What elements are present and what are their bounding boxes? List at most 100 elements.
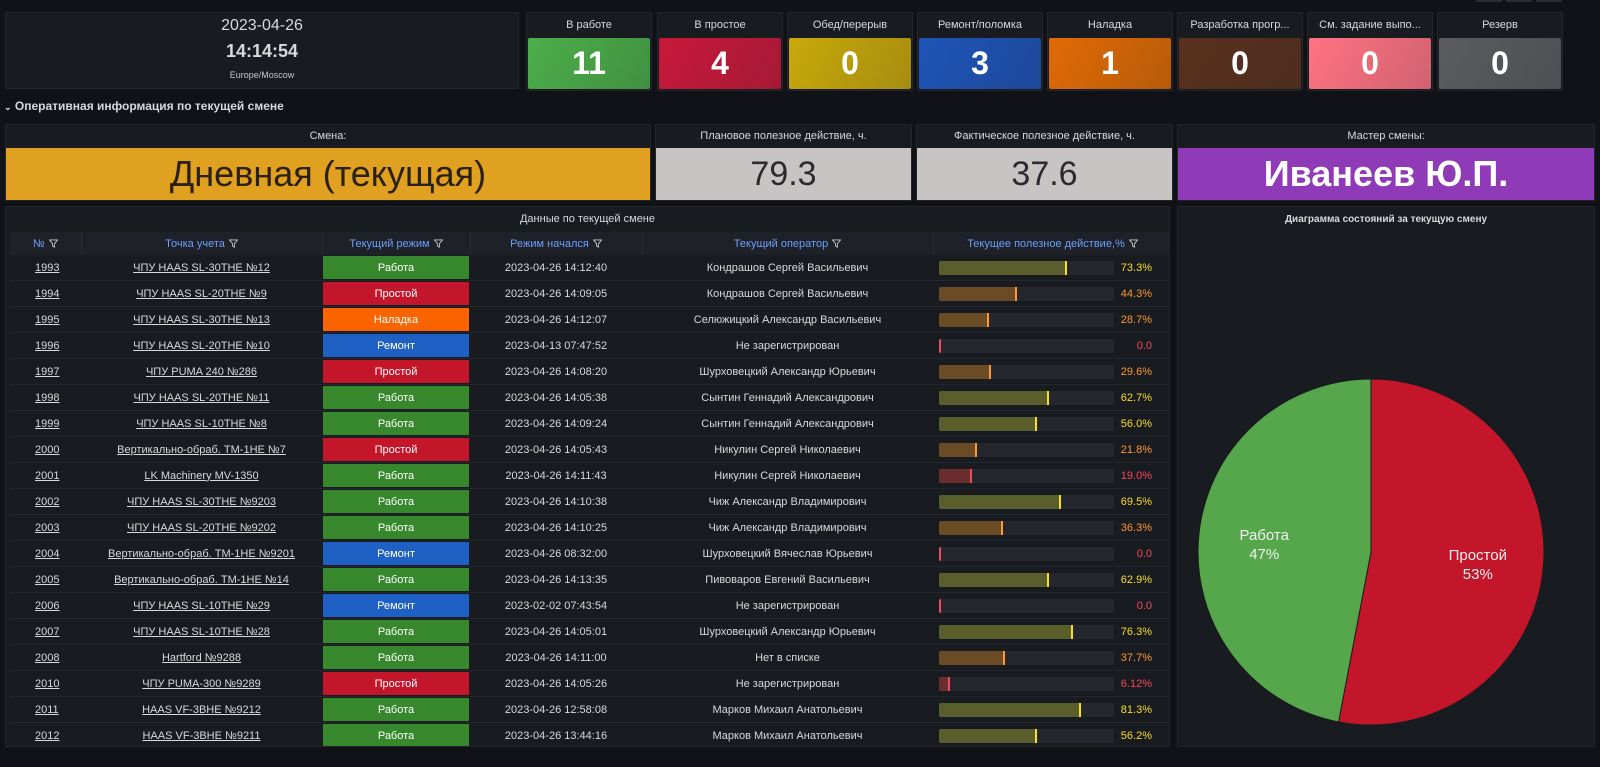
clock-panel: 2023-04-26 14:14:54 Europe/Moscow — [5, 12, 519, 89]
point-cell: ЧПУ HAAS SL-10THE №29 — [81, 592, 322, 619]
column-header[interactable]: Точка учета — [81, 232, 323, 255]
stat-value: 1 — [1049, 38, 1171, 89]
row-number-link[interactable]: 2001 — [35, 469, 60, 482]
point-link[interactable]: LK Machinery MV-1350 — [144, 469, 259, 482]
efficiency-cell: 56.2% — [933, 722, 1169, 746]
mode-cell: Работа — [322, 384, 470, 411]
shift-table: № Точка учета Текущий режим Режим начался Те… — [10, 232, 1169, 746]
toolbar-button[interactable] — [1536, 0, 1562, 2]
mode-cell: Ремонт — [322, 540, 470, 567]
stat-label: См. задание выпо... — [1319, 19, 1421, 31]
row-number-link[interactable]: 2012 — [35, 729, 60, 742]
mode-cell: Наладка — [322, 306, 470, 333]
efficiency-value: 56.0% — [1120, 417, 1152, 430]
point-link[interactable]: ЧПУ HAAS SL-20THE №9202 — [127, 521, 276, 534]
row-number-link[interactable]: 2002 — [35, 495, 60, 508]
row-number-link[interactable]: 1995 — [35, 313, 60, 326]
section-title[interactable]: ⌄ Оперативная информация по текущей смен… — [4, 99, 284, 113]
mode-badge: Ремонт — [323, 594, 469, 617]
point-link[interactable]: ЧПУ HAAS SL-10THE №28 — [133, 625, 270, 638]
point-link[interactable]: ЧПУ HAAS SL-20THE №11 — [133, 391, 270, 404]
row-number-link[interactable]: 1996 — [35, 339, 60, 352]
row-number-link[interactable]: 1994 — [35, 287, 60, 300]
point-link[interactable]: ЧПУ HAAS SL-30THE №9203 — [127, 495, 276, 508]
mode-started-cell: 2023-04-26 14:12:07 — [470, 306, 642, 333]
efficiency-value: 36.3% — [1120, 521, 1152, 534]
filter-icon[interactable] — [592, 238, 602, 248]
pie-slice[interactable] — [1337, 378, 1545, 726]
row-number-link[interactable]: 1993 — [35, 261, 60, 274]
point-link[interactable]: Вертикально-обраб. TM-1HE №7 — [117, 443, 286, 456]
point-link[interactable]: ЧПУ PUMA 240 №286 — [145, 365, 258, 378]
pie-slice[interactable] — [1197, 378, 1372, 723]
column-header[interactable]: № — [10, 232, 82, 255]
point-link[interactable]: ЧПУ HAAS SL-10THE №29 — [133, 599, 270, 612]
efficiency-value: 28.7% — [1120, 313, 1152, 326]
row-number-link[interactable]: 2003 — [35, 521, 60, 534]
point-link[interactable]: HAAS VF-3BHE №9211 — [142, 729, 261, 742]
actual-title: Фактическое полезное действие, ч. — [954, 130, 1135, 142]
row-number-link[interactable]: 2004 — [35, 547, 60, 560]
point-link[interactable]: ЧПУ HAAS SL-10THE №8 — [136, 417, 267, 430]
filter-icon[interactable] — [48, 238, 58, 248]
row-number-link[interactable]: 1999 — [35, 417, 60, 430]
row-number-link[interactable]: 2006 — [35, 599, 60, 612]
mode-cell: Работа — [322, 410, 470, 437]
column-header-label: Текущий режим — [349, 237, 430, 250]
row-number-cell: 2004 — [10, 540, 81, 567]
toolbar-button[interactable] — [1506, 0, 1532, 2]
point-link[interactable]: ЧПУ HAAS SL-20THE №9 — [136, 287, 267, 300]
row-number-link[interactable]: 2011 — [35, 703, 59, 716]
filter-icon[interactable] — [1128, 238, 1138, 248]
efficiency-cell: 56.0% — [933, 410, 1169, 437]
table-row: 2007 ЧПУ HAAS SL-10THE №28 Работа 2023-04-2… — [10, 618, 1169, 645]
row-number-cell: 1995 — [10, 306, 81, 333]
table-row: 2012 HAAS VF-3BHE №9211 Работа 2023-04-26 1… — [10, 722, 1169, 746]
efficiency-value: 6.12% — [1120, 677, 1152, 690]
column-header[interactable]: Текущее полезное действие,% — [933, 232, 1169, 255]
stat-label: В простое — [694, 19, 746, 31]
mode-cell: Работа — [322, 618, 470, 645]
mode-badge: Работа — [323, 256, 469, 279]
efficiency-cell: 0.0 — [933, 592, 1169, 619]
point-link[interactable]: Вертикально-обраб. TM-1HE №14 — [114, 573, 289, 586]
point-link[interactable]: Hartford №9288 — [161, 651, 242, 664]
row-number-link[interactable]: 2000 — [35, 443, 60, 456]
table-row: 2004 Вертикально-обраб. TM-1HE №9201 Ремон… — [10, 540, 1169, 567]
table-row: 1993 ЧПУ HAAS SL-30THE №12 Работа 2023-04-2… — [10, 255, 1169, 281]
efficiency-bar-fill — [939, 702, 1082, 717]
filter-icon[interactable] — [433, 238, 443, 248]
point-cell: Вертикально-обраб. TM-1HE №7 — [81, 436, 322, 463]
column-header[interactable]: Режим начался — [470, 232, 643, 255]
point-link[interactable]: HAAS VF-3BHE №9212 — [142, 703, 261, 716]
toolbar-button[interactable] — [1476, 0, 1502, 2]
point-link[interactable]: Вертикально-обраб. TM-1HE №9201 — [107, 547, 296, 560]
operator-cell: Чиж Александр Владимирович — [642, 514, 933, 541]
stat-value: 4 — [659, 38, 781, 89]
stat-label: Резерв — [1482, 19, 1518, 31]
point-link[interactable]: ЧПУ HAAS SL-30THE №12 — [133, 261, 270, 274]
filter-icon[interactable] — [832, 238, 842, 248]
row-number-link[interactable]: 2007 — [35, 625, 60, 638]
mode-started-cell: 2023-04-26 14:10:25 — [470, 514, 642, 541]
mode-started-cell: 2023-04-26 14:11:43 — [470, 462, 642, 489]
row-number-link[interactable]: 2008 — [35, 651, 60, 664]
point-link[interactable]: ЧПУ PUMA-300 №9289 — [142, 677, 261, 690]
column-header[interactable]: Текущий режим — [322, 232, 471, 255]
point-link[interactable]: ЧПУ HAAS SL-20THE №10 — [133, 339, 270, 352]
efficiency-cell: 73.3% — [933, 255, 1169, 281]
mode-started-cell: 2023-04-26 14:13:35 — [470, 566, 642, 593]
column-header[interactable]: Текущий оператор — [642, 232, 934, 255]
point-cell: HAAS VF-3BHE №9212 — [81, 696, 322, 723]
point-cell: Hartford №9288 — [81, 644, 322, 671]
point-link[interactable]: ЧПУ HAAS SL-30THE №13 — [133, 313, 270, 326]
efficiency-bar-fill — [939, 572, 1050, 587]
filter-icon[interactable] — [228, 238, 238, 248]
efficiency-cell: 21.8% — [933, 436, 1169, 463]
row-number-link[interactable]: 1998 — [35, 391, 60, 404]
row-number-link[interactable]: 2010 — [35, 677, 60, 690]
mode-cell: Простой — [322, 280, 470, 307]
shift-title: Смена: — [309, 130, 347, 142]
row-number-link[interactable]: 2005 — [35, 573, 60, 586]
row-number-link[interactable]: 1997 — [35, 365, 60, 378]
